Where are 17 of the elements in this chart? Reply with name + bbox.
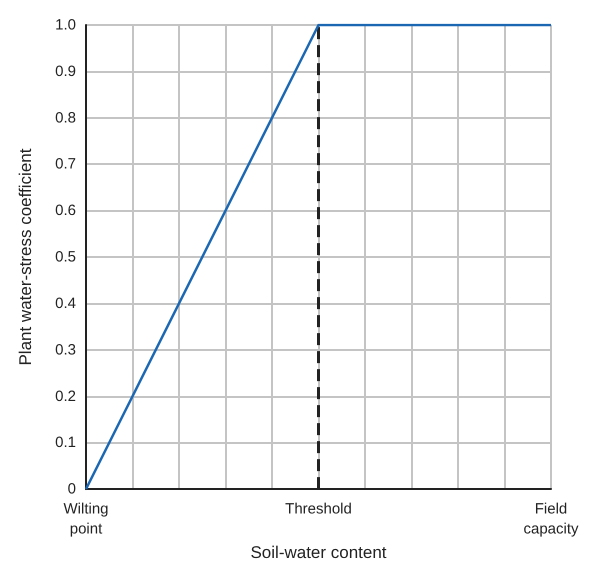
y-axis-title: Plant water-stress coefficient [16,148,35,366]
x-tick-label: Wilting point [63,500,109,538]
x-tick-label: Field capacity [523,500,580,538]
y-tick-label: 1.0 [55,16,76,34]
line-series [84,24,552,490]
y-tick-label: 0 [68,480,76,498]
y-tick-label: 0.1 [55,434,76,452]
y-tick-label: 0.5 [55,248,76,266]
y-tick-label: 0.3 [55,341,76,358]
y-tick-label: 0.9 [55,62,76,80]
x-tick-label: Threshold [285,500,352,518]
y-tick-label: 0.4 [55,294,76,312]
y-tick-label: 0.6 [55,202,76,220]
y-tick-label: 0.8 [55,109,76,126]
y-tick-label: 0.2 [55,388,76,405]
y-tick-label: 0.7 [55,156,76,173]
x-axis-title: Soil-water content [250,543,387,562]
